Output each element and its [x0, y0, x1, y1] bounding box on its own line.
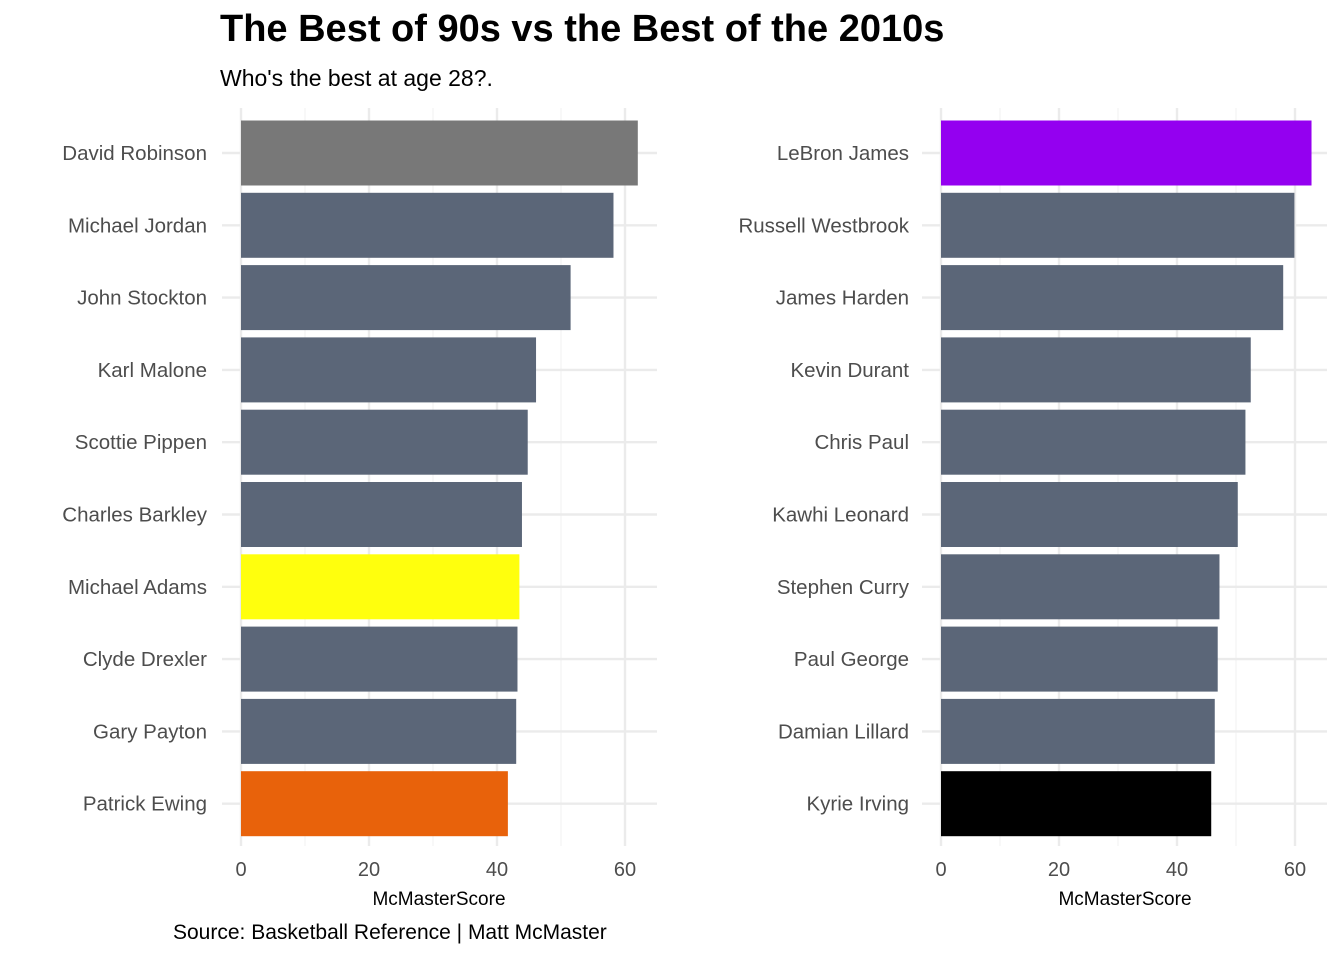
category-label: Scottie Pippen — [75, 431, 207, 454]
category-label: Kyrie Irving — [806, 793, 909, 816]
bar — [941, 554, 1220, 620]
bar — [241, 698, 517, 764]
x-axis-title: McMasterScore — [1058, 889, 1191, 910]
category-label: Damian Lillard — [778, 720, 909, 743]
x-tick-label: 0 — [235, 859, 246, 881]
chart-subtitle: Who's the best at age 28?. — [220, 65, 493, 91]
bar — [941, 192, 1295, 258]
category-label: Chris Paul — [814, 431, 909, 454]
category-label: Stephen Curry — [777, 576, 910, 599]
bar — [941, 265, 1284, 331]
x-axis-title: McMasterScore — [372, 889, 505, 910]
category-label: Gary Payton — [93, 720, 207, 743]
chart-title: The Best of 90s vs the Best of the 2010s — [220, 8, 945, 50]
x-tick-label: 60 — [614, 859, 636, 881]
category-label: Kawhi Leonard — [772, 504, 909, 527]
x-tick-label: 20 — [358, 859, 380, 881]
bar — [241, 482, 522, 547]
bar — [941, 120, 1312, 186]
category-label: James Harden — [776, 287, 909, 310]
bar — [941, 626, 1218, 692]
bar — [241, 120, 638, 186]
bar — [241, 192, 614, 258]
bar — [941, 409, 1246, 475]
x-tick-label: 20 — [1048, 859, 1070, 881]
category-label: Michael Jordan — [68, 214, 207, 237]
bar — [241, 771, 508, 837]
x-tick-label: 60 — [1284, 859, 1306, 881]
category-label: Paul George — [794, 648, 909, 671]
category-label: Charles Barkley — [62, 504, 207, 527]
x-tick-label: 0 — [935, 859, 946, 881]
bar — [241, 409, 528, 475]
bar — [941, 698, 1215, 764]
category-label: Karl Malone — [98, 359, 207, 382]
category-label: John Stockton — [77, 287, 207, 310]
bar — [941, 771, 1212, 837]
category-label: Clyde Drexler — [83, 648, 207, 671]
x-tick-label: 40 — [1166, 859, 1188, 881]
bar — [241, 265, 571, 331]
bar — [241, 337, 537, 403]
bar — [941, 337, 1251, 403]
bar — [241, 626, 518, 692]
category-label: LeBron James — [777, 142, 909, 165]
bar — [241, 554, 520, 620]
chart-caption: Source: Basketball Reference | Matt McMa… — [173, 921, 607, 944]
category-label: Michael Adams — [68, 576, 207, 599]
bar — [941, 482, 1238, 547]
category-label: Patrick Ewing — [83, 793, 207, 816]
category-label: Russell Westbrook — [738, 214, 909, 237]
x-tick-label: 40 — [486, 859, 508, 881]
category-label: Kevin Durant — [790, 359, 909, 382]
category-label: David Robinson — [62, 142, 207, 165]
